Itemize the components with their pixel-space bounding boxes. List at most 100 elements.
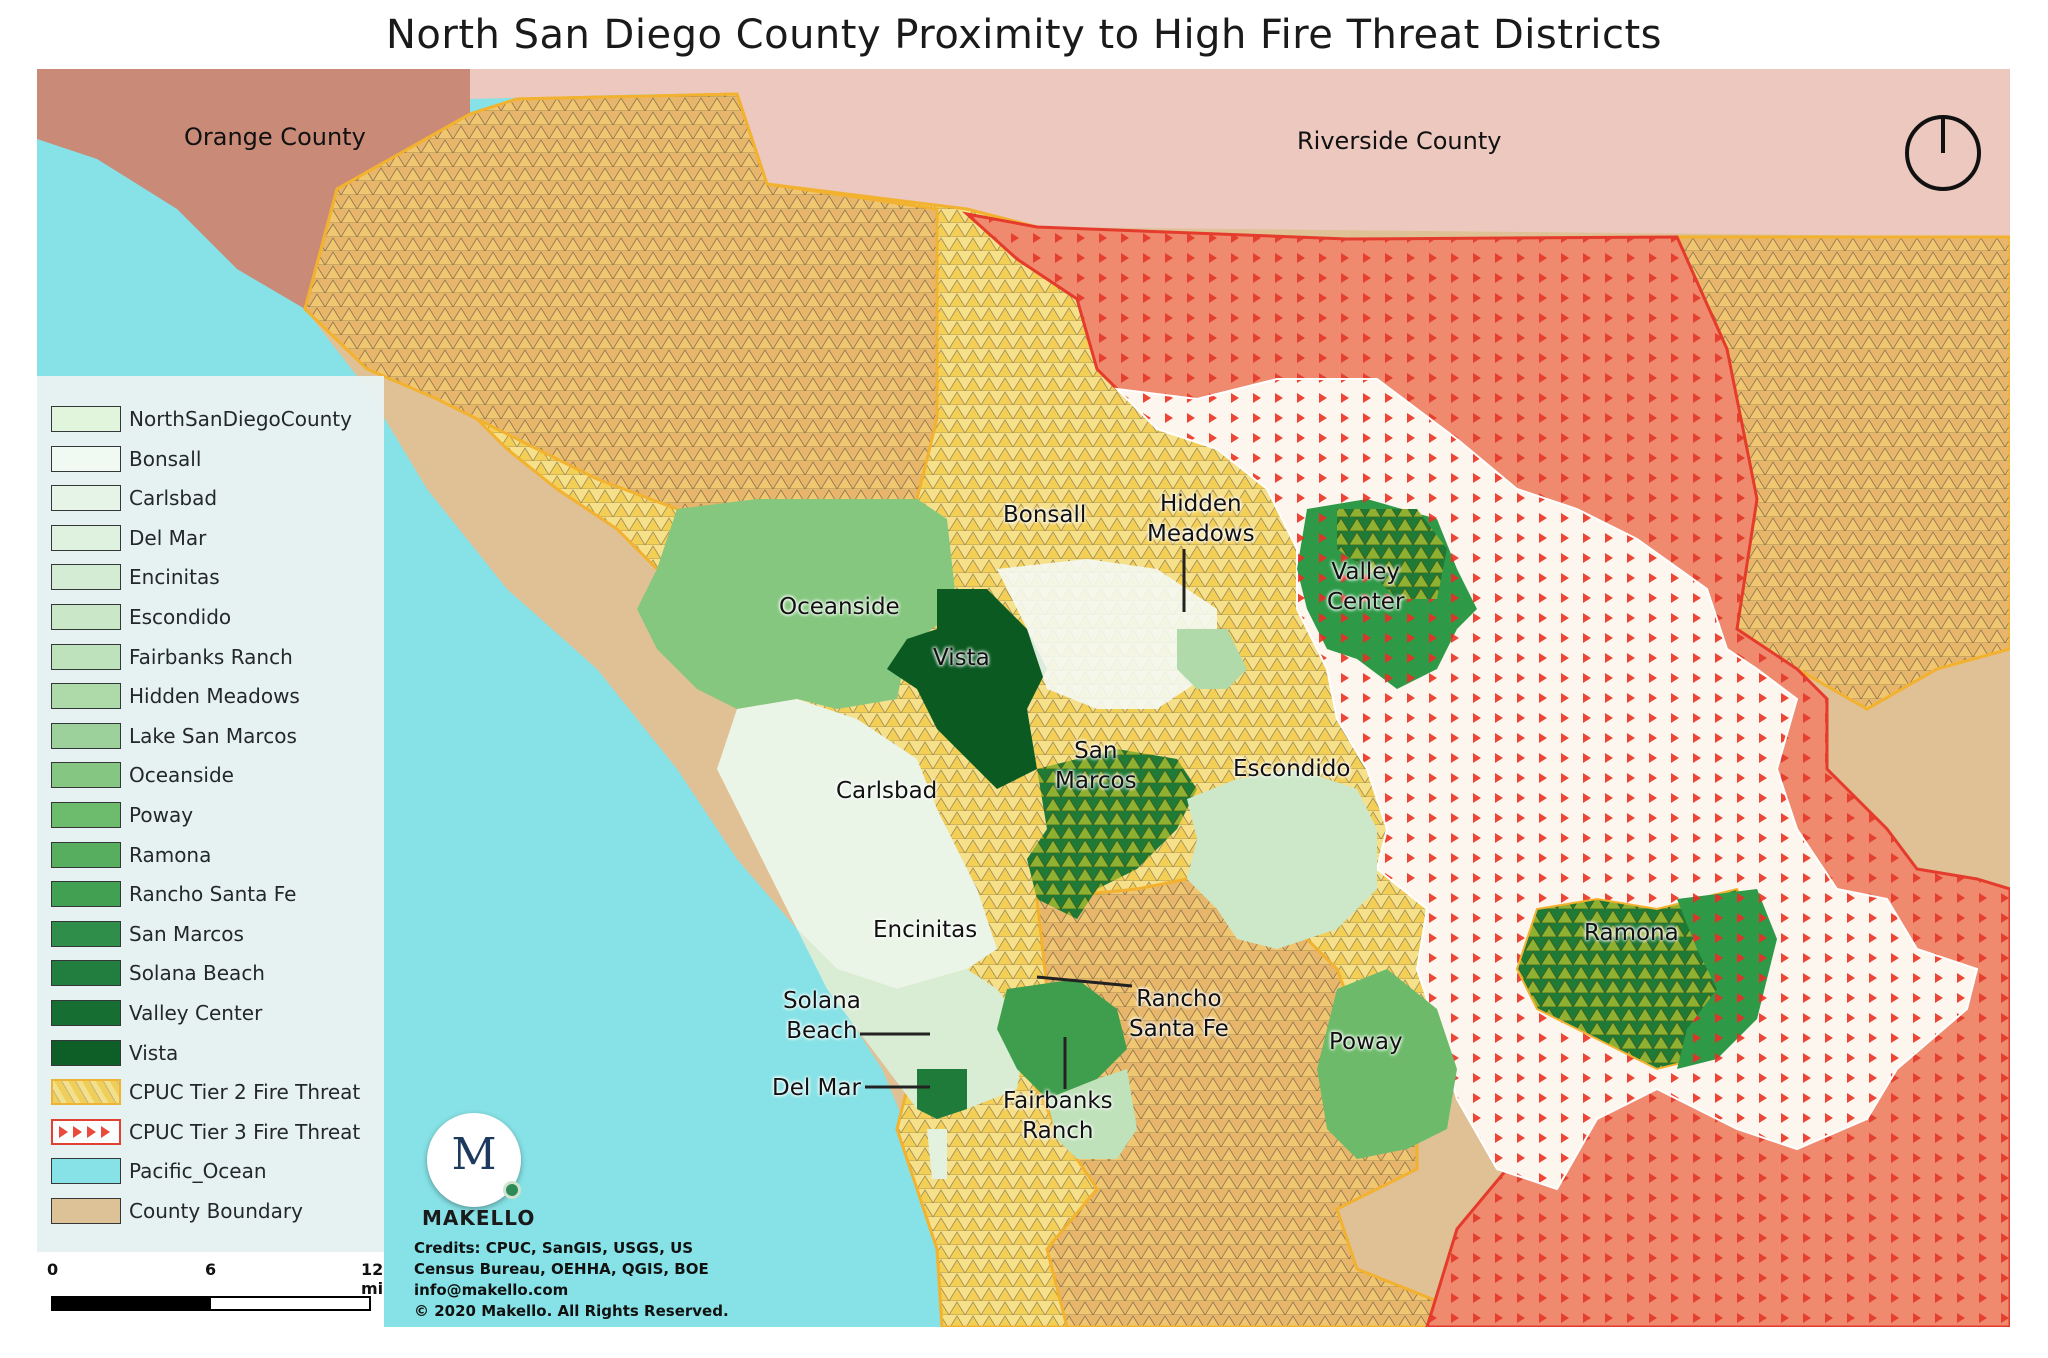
- legend-item: Lake San Marcos: [51, 721, 297, 751]
- legend-swatch: [51, 1000, 121, 1026]
- legend-item: Escondido: [51, 602, 231, 632]
- credits-block: Credits: CPUC, SanGIS, USGS, US Census Bu…: [414, 1238, 729, 1322]
- legend-swatch: [51, 1118, 121, 1145]
- legend-label: Escondido: [129, 605, 232, 629]
- legend-swatch: [51, 960, 121, 987]
- legend-swatch: [51, 881, 121, 908]
- credits-line: Census Bureau, OEHHA, QGIS, BOE: [414, 1260, 709, 1278]
- legend-swatch: [51, 604, 121, 630]
- makello-logo: M: [427, 1113, 521, 1207]
- legend-label: Bonsall: [129, 446, 202, 471]
- legend-label: NorthSanDiegoCounty: [129, 407, 352, 431]
- map-legend: NorthSanDiegoCounty Bonsall Carlsbad Del Ma…: [37, 376, 384, 1252]
- legend-item: Hidden Meadows: [51, 681, 300, 711]
- label-fairbanks-ranch: Fairbanks Ranch: [1003, 1086, 1113, 1146]
- legend-swatch: [51, 445, 121, 472]
- legend-label: Fairbanks Ranch: [129, 644, 293, 669]
- scale-bar-graphic: [51, 1296, 371, 1311]
- label-riverside-county: Riverside County: [1297, 127, 1502, 155]
- legend-label: Encinitas: [129, 565, 220, 590]
- legend-label: CPUC Tier 3 Fire Threat: [129, 1119, 361, 1144]
- legend-label: CPUC Tier 2 Fire Threat: [129, 1080, 361, 1105]
- legend-label: Pacific_Ocean: [129, 1159, 267, 1184]
- region-oceanside: [637, 499, 957, 709]
- region-encinitas: [797, 929, 1027, 1109]
- label-san-marcos-line2: Marcos: [1055, 768, 1137, 794]
- leader-rancho-santa-fe: [1036, 975, 1133, 988]
- map-title: North San Diego County Proximity to High…: [386, 12, 1662, 58]
- label-escondido: Escondido: [1233, 756, 1351, 782]
- legend-label: Oceanside: [129, 763, 234, 788]
- label-valley-center-line2: Center: [1327, 589, 1405, 615]
- legend-item: Rancho Santa Fe: [51, 879, 296, 909]
- label-bonsall: Bonsall: [1003, 502, 1087, 528]
- label-vista: Vista: [933, 645, 990, 671]
- label-valley-center-line1: Valley: [1331, 559, 1400, 585]
- legend-item: County Boundary: [51, 1196, 303, 1226]
- legend-item: Ramona: [51, 840, 211, 870]
- legend-label: Del Mar: [129, 525, 207, 550]
- scale-tick-6: 6: [205, 1260, 217, 1279]
- region-solana-beach: [917, 1069, 967, 1119]
- legend-label: Solana Beach: [129, 961, 265, 986]
- orange-county-area: [37, 69, 470, 309]
- label-valley-center: Valley Center: [1327, 557, 1404, 617]
- legend-swatch: [51, 683, 121, 710]
- legend-item: Oceanside: [51, 760, 234, 790]
- label-ramona: Ramona: [1584, 920, 1679, 946]
- legend-label: Ramona: [129, 842, 212, 867]
- legend-item: Valley Center: [51, 998, 262, 1028]
- region-carlsbad: [717, 699, 997, 989]
- brand-name: MAKELLO: [422, 1206, 536, 1230]
- legend-item: Vista: [51, 1038, 178, 1068]
- label-rancho-santa-fe: Rancho Santa Fe: [1129, 984, 1229, 1044]
- legend-swatch: [51, 1039, 121, 1066]
- legend-item: Pacific_Ocean: [51, 1156, 267, 1186]
- label-hidden-meadows: Hidden Meadows: [1147, 489, 1255, 549]
- legend-swatch: [51, 722, 121, 749]
- legend-swatch: [51, 643, 121, 670]
- label-san-marcos-line1: San: [1074, 738, 1118, 764]
- legend-label: Poway: [129, 803, 194, 827]
- map-canvas[interactable]: Orange County Riverside County Bonsall H…: [37, 69, 2010, 1327]
- legend-swatch: [51, 762, 121, 789]
- legend-swatch: [51, 1158, 121, 1185]
- legend-swatch: [51, 1198, 121, 1224]
- credits-line: © 2020 Makello. All Rights Reserved.: [414, 1302, 729, 1320]
- legend-label: Vista: [129, 1040, 179, 1065]
- label-solana-line2: Beach: [786, 1018, 858, 1044]
- region-hidden-meadows: [1177, 629, 1247, 689]
- region-poway: [1317, 969, 1457, 1159]
- legend-item: Del Mar: [51, 523, 206, 553]
- label-hidden-meadows-line2: Meadows: [1147, 521, 1255, 547]
- label-solana-line1: Solana: [783, 988, 861, 1014]
- legend-swatch: [51, 841, 121, 868]
- label-orange-county: Orange County: [184, 123, 366, 151]
- legend-label: Lake San Marcos: [129, 723, 297, 748]
- legend-item: CPUC Tier 2 Fire Threat: [51, 1077, 360, 1107]
- tier3-swatch-marks: [59, 1125, 110, 1138]
- legend-item: CPUC Tier 3 Fire Threat: [51, 1117, 360, 1147]
- region-escondido: [1187, 769, 1377, 949]
- legend-item: Carlsbad: [51, 483, 217, 513]
- scale-tick-12: 12 mi: [361, 1260, 384, 1298]
- legend-label: County Boundary: [129, 1199, 303, 1223]
- map-svg: [37, 69, 2010, 1327]
- legend-label: Valley Center: [129, 1001, 263, 1025]
- label-hidden-meadows-line1: Hidden: [1159, 491, 1242, 517]
- legend-label: Rancho Santa Fe: [129, 882, 297, 907]
- legend-swatch: [51, 1079, 121, 1106]
- scale-bar: 0 6 12 mi: [37, 1252, 384, 1327]
- riverside-county-area: [470, 69, 2010, 239]
- credits-line: Credits: CPUC, SanGIS, USGS, US: [414, 1239, 694, 1257]
- region-ramona-t3: [1677, 889, 1777, 1069]
- region-vista: [887, 589, 1047, 789]
- logo-letter: M: [451, 1129, 497, 1180]
- legend-swatch: [51, 564, 121, 591]
- region-rancho-santa-fe: [997, 979, 1127, 1099]
- region-san-marcos: [1027, 749, 1197, 919]
- legend-item: Encinitas: [51, 562, 220, 592]
- legend-item: Solana Beach: [51, 958, 265, 988]
- label-poway: Poway: [1329, 1029, 1403, 1055]
- label-rancho-line1: Rancho: [1136, 986, 1222, 1012]
